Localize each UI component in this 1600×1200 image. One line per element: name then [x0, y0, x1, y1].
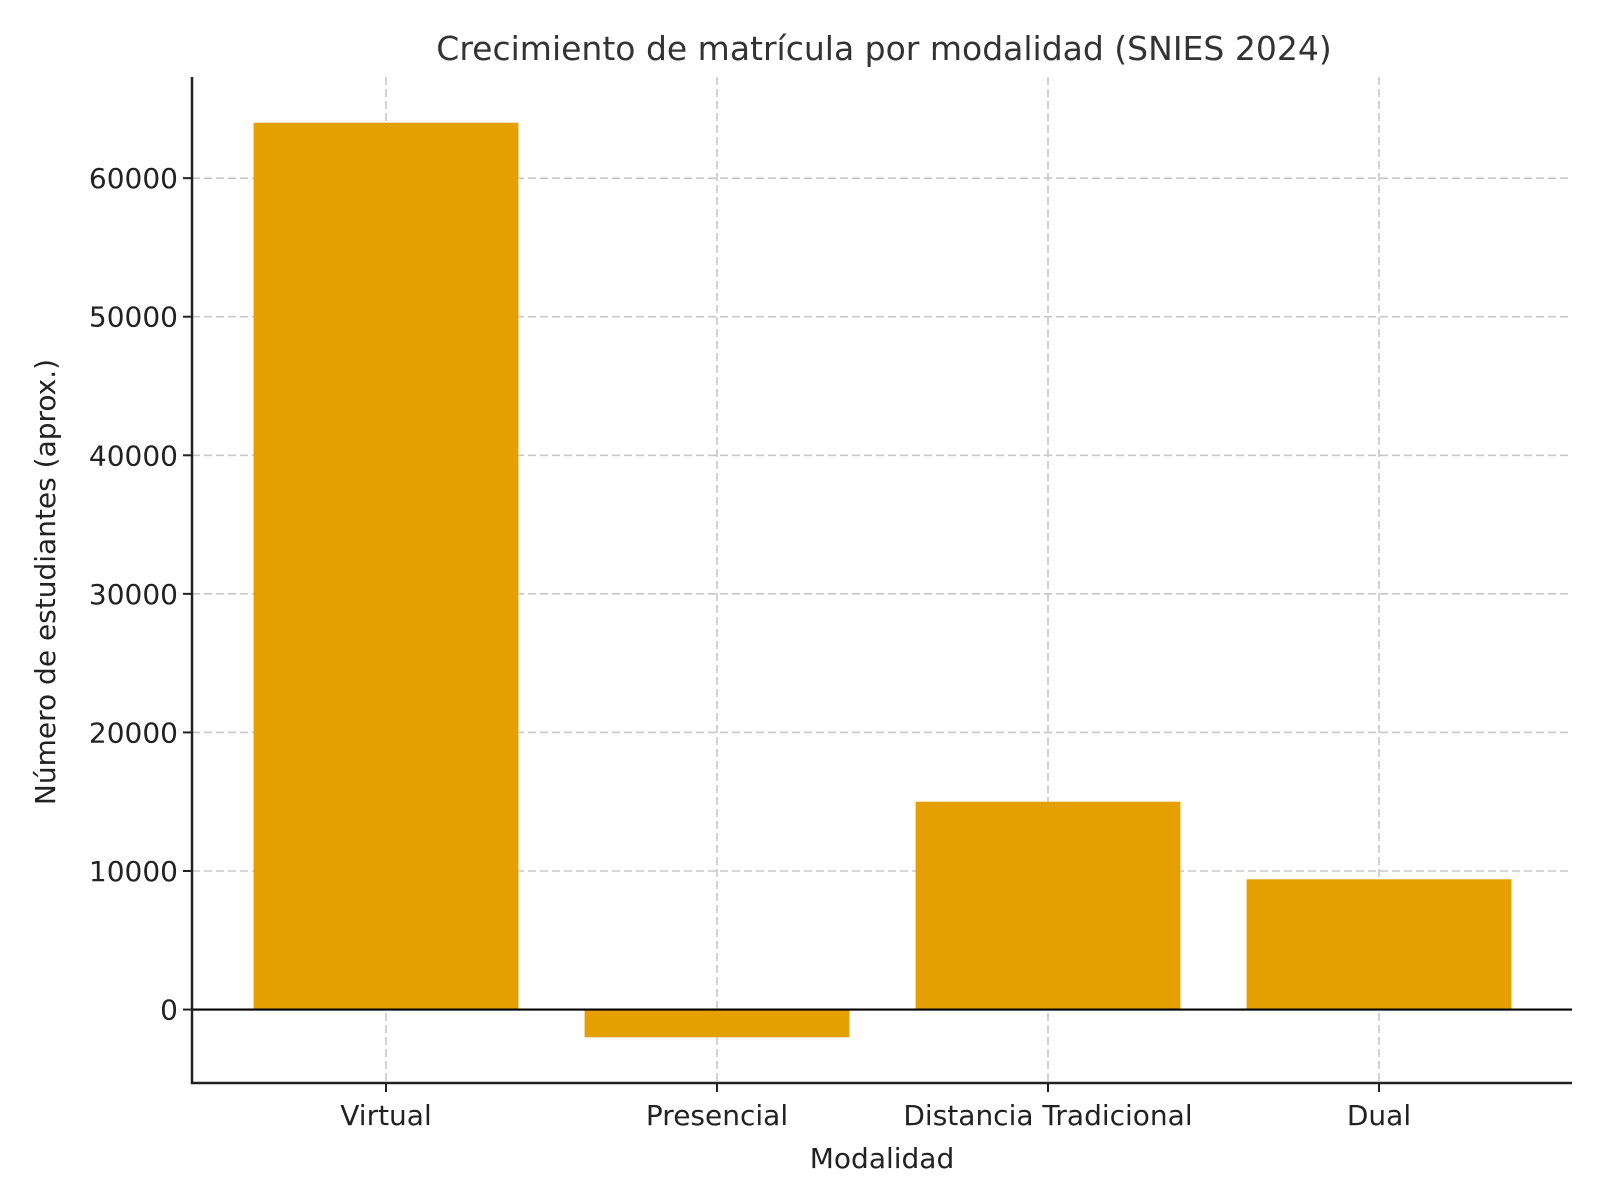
x-tick-label: Presencial	[646, 1099, 788, 1132]
y-tick-label: 40000	[89, 439, 178, 472]
y-tick-label: 60000	[89, 162, 178, 195]
x-axis-label: Modalidad	[810, 1142, 954, 1175]
chart-title: Crecimiento de matrícula por modalidad (…	[436, 29, 1331, 68]
y-tick-label: 30000	[89, 578, 178, 611]
x-tick-label: Virtual	[340, 1099, 432, 1132]
y-axis-label: Número de estudiantes (aprox.)	[29, 359, 62, 805]
y-tick-label: 0	[160, 994, 178, 1027]
bar-distancia-tradicional	[915, 801, 1181, 1010]
y-tick-label: 10000	[89, 855, 178, 888]
x-tick-label: Distancia Tradicional	[903, 1099, 1192, 1132]
bar-presencial	[584, 1009, 850, 1038]
y-tick-label: 20000	[89, 716, 178, 749]
x-tick-label: Dual	[1347, 1099, 1411, 1132]
y-tick-label: 50000	[89, 301, 178, 334]
bar-dual	[1246, 879, 1512, 1010]
bars	[253, 122, 1512, 1038]
axes: 0 10000 20000 30000 40000 50000 60000 Virtual Pr…	[89, 77, 1572, 1132]
bar-virtual	[253, 122, 519, 1010]
